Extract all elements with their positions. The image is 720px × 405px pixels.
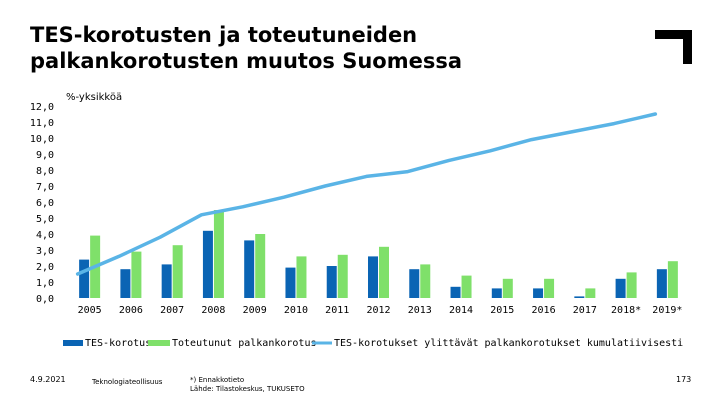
legend-label: TES-korotus: [85, 338, 151, 349]
x-tick-label: 2009: [243, 305, 267, 316]
bar-tes-korotus: [161, 264, 172, 298]
cumulative-line: [75, 112, 658, 276]
footer-page-number: 173: [676, 375, 692, 384]
bar-toteutunut: [461, 275, 472, 298]
bar-tes-korotus: [244, 240, 255, 298]
legend-swatch: [312, 341, 332, 345]
bar-tes-korotus: [79, 259, 90, 298]
bar-toteutunut: [131, 251, 142, 298]
y-tick-label: 7,0: [36, 182, 54, 193]
x-tick-label: 2017: [573, 305, 597, 316]
bar-tes-korotus: [202, 230, 213, 298]
bar-tes-korotus: [615, 278, 626, 298]
x-tick-label: 2015: [490, 305, 514, 316]
line-series: [75, 112, 658, 276]
x-tick-label: 2005: [78, 305, 102, 316]
bar-toteutunut: [337, 254, 348, 298]
bar-toteutunut: [544, 278, 555, 298]
y-tick-label: 12,0: [30, 102, 54, 113]
x-tick-label: 2010: [284, 305, 308, 316]
title-line-2: palkankorotusten muutos Suomessa: [30, 49, 462, 73]
y-tick-label: 5,0: [36, 214, 54, 225]
bar-tes-korotus: [656, 269, 667, 298]
bar-tes-korotus: [409, 269, 420, 298]
y-axis-unit-label: %-yksikköä: [66, 92, 123, 103]
bar-toteutunut: [296, 256, 307, 298]
bar-tes-korotus: [450, 286, 461, 298]
x-tick-label: 2008: [201, 305, 225, 316]
bar-toteutunut: [502, 278, 513, 298]
x-tick-label: 2013: [408, 305, 432, 316]
bar-toteutunut: [585, 288, 596, 298]
y-tick-label: 9,0: [36, 150, 54, 161]
bar-tes-korotus: [120, 269, 131, 298]
legend: TES-korotus Toteutunut palkankorotus TES-k…: [63, 338, 683, 349]
bar-toteutunut: [420, 264, 431, 298]
bar-tes-korotus: [491, 288, 502, 298]
y-tick-label: 11,0: [30, 118, 54, 129]
x-tick-label: 2019*: [652, 305, 682, 316]
footer-source-note: *) Ennakkotieto Lähde: Tilastokeskus, TU…: [190, 376, 305, 394]
x-tick-label: 2012: [366, 305, 390, 316]
x-tick-label: 2011: [325, 305, 349, 316]
x-tick-label: 2016: [532, 305, 556, 316]
bar-toteutunut: [626, 272, 637, 298]
y-tick-label: 8,0: [36, 166, 54, 177]
y-tick-label: 10,0: [30, 134, 54, 145]
legend-swatch: [148, 340, 170, 346]
bar-tes-korotus: [285, 267, 296, 298]
page-title: TES-korotusten ja toteutuneiden palkanko…: [30, 22, 590, 74]
footer-note-line-1: *) Ennakkotieto: [190, 376, 245, 384]
x-tick-label: 2018*: [611, 305, 641, 316]
bar-tes-korotus: [533, 288, 544, 298]
legend-label: TES-korotukset ylittävät palkankorotukse…: [334, 338, 683, 349]
y-tick-label: 3,0: [36, 246, 54, 257]
bar-series: [79, 210, 678, 298]
legend-label: Toteutunut palkankorotus: [172, 338, 317, 349]
bar-toteutunut: [379, 246, 389, 298]
title-line-1: TES-korotusten ja toteutuneiden: [30, 23, 418, 47]
y-tick-label: 6,0: [36, 198, 54, 209]
y-tick-label: 4,0: [36, 230, 54, 241]
y-tick-label: 0,0: [36, 294, 54, 305]
bar-toteutunut: [255, 234, 266, 298]
bar-tes-korotus: [326, 266, 337, 298]
bar-tes-korotus: [368, 256, 378, 298]
x-tick-label: 2007: [160, 305, 184, 316]
y-tick-label: 1,0: [36, 278, 54, 289]
legend-swatch: [63, 340, 83, 346]
bar-toteutunut: [172, 245, 183, 298]
x-tick-label: 2014: [449, 305, 473, 316]
x-tick-label: 2006: [119, 305, 143, 316]
footer-note-line-2: Lähde: Tilastokeskus, TUKUSETO: [190, 385, 305, 393]
y-tick-label: 2,0: [36, 262, 54, 273]
bar-toteutunut: [667, 261, 678, 298]
footer-organization: Teknologiateollisuus: [92, 378, 163, 386]
bar-tes-korotus: [574, 296, 585, 298]
footer-date: 4.9.2021: [30, 375, 66, 384]
corner-logo-icon: [655, 30, 692, 64]
bar-toteutunut: [213, 210, 224, 298]
x-axis-ticks: 2005 2006 2007 2008 2009 2010 2011 2012 2013 2014…: [78, 305, 683, 316]
y-axis-ticks: 0,0 1,0 2,0 3,0 4,0 5,0 6,0 7,0 8,0 9,0 10,0 11,0 12…: [30, 102, 54, 305]
